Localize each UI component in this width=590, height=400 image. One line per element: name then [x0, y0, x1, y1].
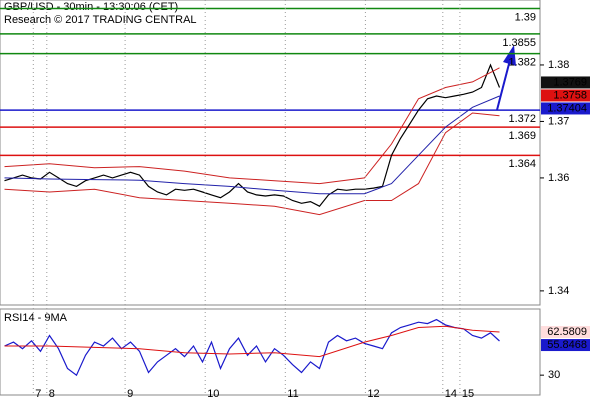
x-tick-label: 7 — [35, 388, 41, 400]
level-label: 1.369 — [508, 130, 536, 142]
level-label: 1.3855 — [502, 37, 536, 49]
series-line — [4, 67, 500, 185]
x-tick-label: 9 — [127, 388, 133, 400]
level-label: 1.364 — [508, 158, 536, 170]
level-label: 1.372 — [508, 113, 536, 125]
chart-title: GBP/USD - 30min - 13:30:06 (CET) — [4, 1, 178, 13]
projection-arrowhead — [503, 45, 516, 66]
x-tick-label: 15 — [462, 388, 474, 400]
y-tick-label: 30 — [548, 369, 560, 381]
price-tag-label: 1.37404 — [547, 102, 587, 114]
y-tick-label: 1.37 — [548, 115, 569, 127]
x-tick-label: 8 — [49, 388, 55, 400]
y-tick-label: 1.36 — [548, 172, 569, 184]
series-line — [4, 325, 500, 358]
series-line — [4, 112, 500, 216]
rsi-title: RSI14 - 9MA — [4, 312, 68, 324]
rsi-tag-label: 55.8468 — [547, 339, 587, 351]
level-label: 1.382 — [508, 57, 536, 69]
price-tag — [541, 89, 590, 102]
price-panel — [0, 0, 541, 306]
price-tag — [541, 102, 590, 115]
chart-subtitle: Research © 2017 TRADING CENTRAL — [4, 14, 197, 26]
x-tick-label: 10 — [207, 388, 219, 400]
series-line — [4, 318, 500, 377]
rsi-panel — [0, 308, 541, 396]
projection-arrow — [496, 59, 511, 111]
level-label: 1.39 — [515, 11, 536, 23]
rsi-tag-label: 62.5809 — [547, 326, 587, 338]
price-tag — [541, 76, 590, 89]
x-tick-label: 11 — [287, 388, 298, 400]
series-line — [4, 95, 500, 195]
rsi-tag — [541, 339, 590, 352]
y-tick-label: 1.34 — [548, 285, 569, 297]
x-tick-label: 12 — [367, 388, 379, 400]
price-tag-label: 1.3758 — [553, 89, 587, 101]
rsi-tag — [541, 326, 590, 339]
price-tag-label: 1.3769 — [553, 76, 587, 88]
x-tick-label: 14 — [445, 388, 457, 400]
series-line — [4, 63, 501, 207]
y-tick-label: 1.38 — [548, 59, 569, 71]
